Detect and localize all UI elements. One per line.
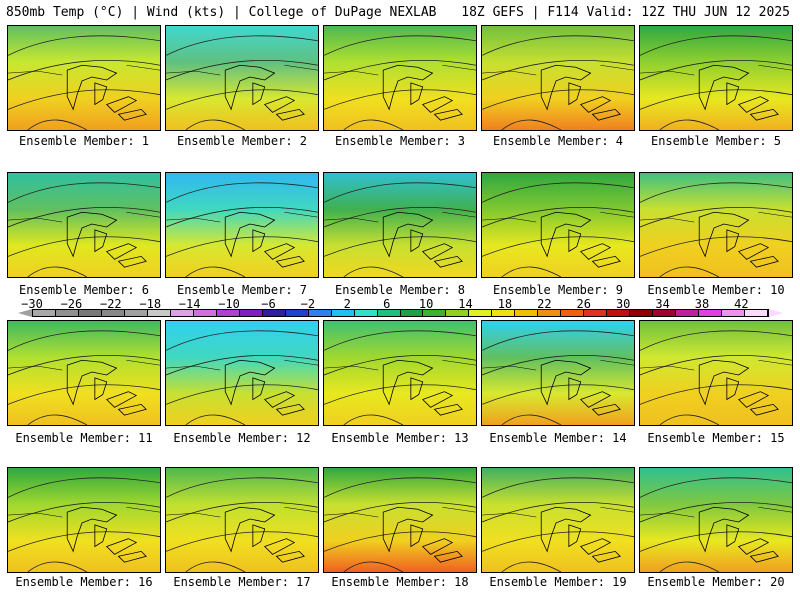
colorbar-bin [722, 310, 746, 316]
member-caption: Ensemble Member: 19 [489, 575, 627, 589]
ensemble-map-6 [7, 172, 161, 278]
ensemble-map-20 [639, 467, 793, 573]
colorbar-bin [170, 310, 194, 316]
member-caption: Ensemble Member: 18 [331, 575, 469, 589]
colorbar-bin [745, 310, 768, 316]
colorbar-label: −30 [21, 297, 43, 311]
colorbar-label: 18 [497, 297, 513, 311]
colorbar-label: −26 [60, 297, 83, 311]
colorbar-bin [101, 310, 125, 316]
colorbar-bin [538, 310, 562, 316]
colorbar-label: 34 [655, 297, 670, 311]
colorbar-bin [699, 310, 723, 316]
ensemble-map-3 [323, 25, 477, 131]
colorbar-label: 26 [576, 297, 591, 311]
ensemble-map-19 [481, 467, 635, 573]
member-caption: Ensemble Member: 7 [176, 283, 308, 297]
colorbar-bin [492, 310, 516, 316]
colorbar-bin [561, 310, 585, 316]
colorbar-label: 10 [418, 297, 434, 311]
colorbar-label: −2 [300, 297, 316, 311]
valid-time: 18Z GEFS | F114 Valid: 12Z THU JUN 12 20… [461, 5, 790, 20]
colorbar-bin [446, 310, 470, 316]
colorbar-bin [193, 310, 217, 316]
colorbar-bin [124, 310, 148, 316]
colorbar-bin [216, 310, 240, 316]
colorbar-bin [147, 310, 171, 316]
colorbar-label: 6 [383, 297, 391, 311]
ensemble-map-5 [639, 25, 793, 131]
member-caption: Ensemble Member: 13 [331, 431, 469, 445]
colorbar-bin [630, 310, 654, 316]
colorbar-bin [607, 310, 631, 316]
member-caption: Ensemble Member: 2 [176, 134, 308, 148]
ensemble-map-14 [481, 320, 635, 426]
colorbar-bin [423, 310, 447, 316]
member-caption: Ensemble Member: 10 [647, 283, 785, 297]
ensemble-map-10 [639, 172, 793, 278]
member-caption: Ensemble Member: 15 [647, 431, 785, 445]
ensemble-map-17 [165, 467, 319, 573]
colorbar-arrow-left [18, 309, 32, 317]
ensemble-map-12 [165, 320, 319, 426]
colorbar-bin [515, 310, 539, 316]
ensemble-map-4 [481, 25, 635, 131]
colorbar-label: 2 [343, 297, 351, 311]
colorbar-bin [239, 310, 263, 316]
member-caption: Ensemble Member: 20 [647, 575, 785, 589]
colorbar-bin [354, 310, 378, 316]
ensemble-map-9 [481, 172, 635, 278]
colorbar-bin [331, 310, 355, 316]
colorbar-bin [676, 310, 700, 316]
member-caption: Ensemble Member: 3 [334, 134, 466, 148]
colorbar-label: −22 [99, 297, 122, 311]
colorbar-label: 42 [734, 297, 749, 311]
colorbar-label: −14 [178, 297, 201, 311]
colorbar-label: 22 [537, 297, 552, 311]
member-caption: Ensemble Member: 6 [18, 283, 150, 297]
member-caption: Ensemble Member: 4 [492, 134, 624, 148]
ensemble-map-7 [165, 172, 319, 278]
ensemble-map-1 [7, 25, 161, 131]
colorbar-bin [285, 310, 309, 316]
colorbar-bin [262, 310, 286, 316]
colorbar-bin [653, 310, 677, 316]
member-caption: Ensemble Member: 8 [334, 283, 466, 297]
member-caption: Ensemble Member: 11 [15, 431, 153, 445]
colorbar-bin [469, 310, 493, 316]
colorbar-label: −18 [139, 297, 162, 311]
ensemble-map-18 [323, 467, 477, 573]
member-caption: Ensemble Member: 5 [650, 134, 782, 148]
member-caption: Ensemble Member: 9 [492, 283, 624, 297]
ensemble-map-15 [639, 320, 793, 426]
ensemble-map-16 [7, 467, 161, 573]
colorbar-arrow-right [769, 309, 783, 317]
member-caption: Ensemble Member: 14 [489, 431, 627, 445]
colorbar-bin [400, 310, 424, 316]
member-caption: Ensemble Member: 12 [173, 431, 311, 445]
member-caption: Ensemble Member: 1 [18, 134, 150, 148]
colorbar-bin [377, 310, 401, 316]
colorbar-label: 30 [615, 297, 631, 311]
colorbar-bin [308, 310, 332, 316]
member-caption: Ensemble Member: 16 [15, 575, 153, 589]
colorbar-label: −6 [261, 297, 276, 311]
colorbar-label: −10 [218, 297, 240, 311]
ensemble-map-2 [165, 25, 319, 131]
colorbar-bin [584, 310, 608, 316]
colorbar-label: 38 [694, 297, 710, 311]
ensemble-map-11 [7, 320, 161, 426]
ensemble-map-13 [323, 320, 477, 426]
colorbar-bin [78, 310, 102, 316]
colorbar-label: 14 [458, 297, 473, 311]
colorbar-bin [33, 310, 56, 316]
colorbar-strip [32, 309, 769, 317]
member-caption: Ensemble Member: 17 [173, 575, 311, 589]
ensemble-map-8 [323, 172, 477, 278]
map-title: 850mb Temp (°C) | Wind (kts) | College o… [6, 5, 437, 20]
colorbar-bin [55, 310, 79, 316]
